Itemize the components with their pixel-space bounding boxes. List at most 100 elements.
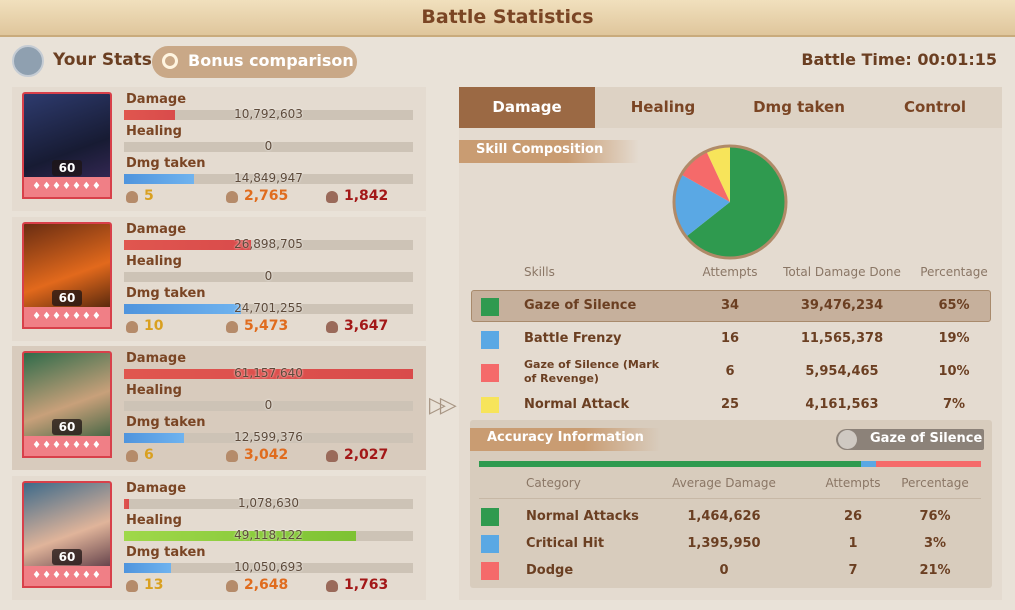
count-icon [226,191,238,203]
stat-label: Damage [126,92,187,107]
average-damage: 0 [719,563,729,578]
skill-name: Gaze of Silence (Mark of Revenge) [524,358,660,385]
percentage: 3% [923,536,947,551]
tab[interactable]: Damage [459,87,595,128]
total-damage: 11,565,378 [800,331,884,346]
count-icon [126,191,138,203]
stat-bar-track [124,369,413,379]
hero-card: ♦♦♦♦♦♦♦ 60 Damage 1,078,630 Healing 49,118,12… [12,475,426,600]
stat-bar-track [124,303,413,314]
stat-value: 26,898,705 [234,236,303,251]
stat-bar [124,110,175,120]
hero-stars: ♦♦♦♦♦♦♦ [22,436,112,458]
column-header: Total Damage Done [783,265,901,279]
hero-stars: ♦♦♦♦♦♦♦ [22,177,112,199]
stat-value: 10,050,693 [234,559,303,574]
count-value: 1,842 [344,188,389,204]
section-header [470,428,660,451]
stat-value: 12,599,376 [234,430,303,444]
stat-bar-track [124,401,413,411]
count-value: 5,473 [244,317,289,334]
total-damage: 4,161,563 [805,397,879,412]
stat-bar-track [124,498,413,509]
pie-slice [674,174,730,237]
battle-time: Battle Time: 00:01:15 [801,50,997,69]
attempts: 16 [720,331,740,346]
category: Normal Attacks [526,509,639,524]
stat-label: Dmg taken [126,415,206,430]
stat-bar [124,562,172,573]
pie-slice [681,151,730,202]
back-button[interactable] [12,45,44,77]
hero-card: ♦♦♦♦♦♦♦ 60 Damage 26,898,705 Healing 0 Dmg tak… [12,216,426,341]
column-header: Attempts [702,265,758,279]
stat-label: Dmg taken [126,285,206,301]
hero-level: 60 [52,419,82,435]
percentage: 10% [938,364,970,379]
tab[interactable]: Healing [630,98,696,116]
stat-bar [124,174,195,184]
pie-chart [672,144,788,260]
hero-level: 60 [52,548,82,565]
stat-label: Damage [126,221,187,237]
hero-card: ♦♦♦♦♦♦♦ 60 Damage 61,157,640 Healing 0 Dmg tak… [12,346,426,470]
hero-level: 60 [52,160,82,176]
pie-border [672,144,788,260]
stat-bar-track [124,271,413,282]
total-damage: 39,476,234 [800,298,884,313]
skill-icon [838,430,857,449]
stat-bar [124,530,357,541]
percentage: 65% [938,298,970,313]
count-value: 13 [144,576,164,593]
pie-slice [706,146,730,202]
stat-bar-track [124,530,413,541]
count-icon [326,579,338,592]
stat-bar [124,498,130,509]
attempts: 25 [720,397,740,412]
bonus-comparison-button[interactable]: Bonus comparison [152,46,357,78]
hero-level: 60 [52,289,82,306]
selected-row [471,290,991,322]
color-swatch [481,562,499,580]
count-value: 6 [144,447,154,463]
section-header [459,140,639,163]
color-swatch [481,535,499,553]
average-damage: 1,395,950 [687,536,761,551]
skill-composition-title: Skill Composition [476,142,604,157]
tab[interactable]: Dmg taken [753,98,845,116]
skill-name: Gaze of Silence [524,298,637,313]
stat-value: 49,118,122 [234,527,303,542]
stat-value: 0 [264,398,273,412]
percentage: 7% [942,397,966,412]
detail-panel: Skill Composition Skills Attempts Total Da… [459,87,1002,600]
percentage: 19% [938,331,970,346]
stat-value: 24,701,255 [234,300,303,315]
count-value: 3,042 [244,447,289,463]
stat-bar-track [124,433,413,443]
count-value: 3,647 [344,317,389,334]
count-icon [326,450,338,462]
count-icon [126,320,138,333]
stat-label: Damage [126,480,187,496]
count-value: 5 [144,188,154,204]
count-icon [126,579,138,592]
stat-bar [124,239,252,250]
skill-name: Battle Frenzy [524,331,622,346]
category: Dodge [526,563,574,578]
skill-name: Normal Attack [524,397,630,412]
attempts: 6 [725,364,735,379]
stat-bar-track [124,142,413,152]
bonus-comparison-label: Bonus comparison [188,51,354,70]
percentage: 76% [919,509,951,524]
count-icon [226,450,238,462]
stat-value: 10,792,603 [234,107,303,121]
stat-label: Healing [126,124,182,139]
stat-label: Dmg taken [126,544,206,560]
header-title: Battle Statistics [0,0,1015,37]
stat-value: 0 [264,139,273,153]
accuracy-panel: Accuracy Information Gaze of Silence Cat… [470,420,992,588]
percentage: 21% [919,563,951,578]
count-icon [326,320,338,333]
hero-list: ♦♦♦♦♦♦♦ 60 Damage 10,792,603 Healing 0 Dmg tak… [12,87,426,600]
tab[interactable]: Control [903,98,966,116]
